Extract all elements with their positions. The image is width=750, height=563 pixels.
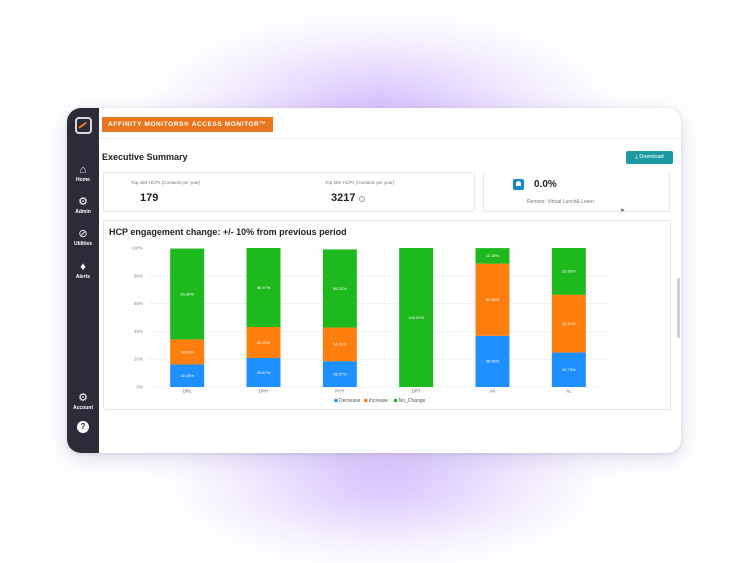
sidebar-item-alerts[interactable]: ♦ Alerts <box>67 261 99 280</box>
bar-segment <box>475 248 510 264</box>
help-button[interactable]: ? <box>77 421 89 433</box>
x-tick-label: AL <box>566 389 572 394</box>
info-icon[interactable] <box>359 196 365 202</box>
legend-label: No_Change <box>399 398 426 404</box>
bar-segment <box>322 327 357 362</box>
data-label: 20.87% <box>257 370 271 375</box>
legend-label: Decrease <box>339 398 361 404</box>
chart-title: HCP engagement change: +/- 10% from prev… <box>109 227 347 237</box>
data-label: 18.57% <box>333 371 347 376</box>
sidebar: ⌂ Home ⚙ Admin ⊘ Utilities ♦ Alerts ⚙ Ac… <box>67 108 99 453</box>
legend-marker <box>364 398 368 403</box>
bar-segment <box>170 364 205 387</box>
data-label: 51.88% <box>486 297 500 302</box>
bar-segment <box>246 248 281 328</box>
bar-segment <box>246 357 281 387</box>
bar-segment <box>475 335 510 387</box>
kpi-label: Top 25K HCPs (Contacts per year) <box>325 180 395 185</box>
brand-banner: AFFINITY MONITORS® ACCESS MONITOR™ <box>102 117 273 132</box>
app-logo[interactable] <box>75 117 92 134</box>
download-icon: ⤓ <box>635 154 638 160</box>
data-label: 65.36% <box>180 291 194 296</box>
x-tick-label: DPH <box>259 389 269 394</box>
bar-segment <box>551 352 586 387</box>
bar-segment <box>322 249 357 328</box>
app-window: ⌂ Home ⚙ Admin ⊘ Utilities ♦ Alerts ⚙ Ac… <box>67 108 681 453</box>
gear-icon: ⚙ <box>78 392 88 404</box>
engagement-chart: 0% 20% 40% 60% 80% 100% 16.18% 18.03% 65.36% DRL 2… <box>131 246 607 404</box>
y-tick-label: 80% <box>134 273 143 278</box>
bar-segment <box>475 263 510 336</box>
data-label: 36.86% <box>486 359 500 364</box>
data-label: 56.97% <box>257 285 271 290</box>
data-label: 24.21% <box>333 342 347 347</box>
person-icon: ☗ <box>513 179 524 190</box>
download-button[interactable]: ⤓ Download <box>626 151 673 164</box>
data-label: 33.60% <box>562 269 576 274</box>
sidebar-item-utilities[interactable]: ⊘ Utilities <box>67 228 99 247</box>
bar-segment <box>399 248 434 387</box>
data-label: 18.03% <box>180 349 194 354</box>
remote-card: ☗ 0.0% Remote: Virtual Lunch& Learn <box>483 172 670 212</box>
legend-label: Increase <box>369 398 388 404</box>
data-label: 41.61% <box>562 321 576 326</box>
data-label: 22.29% <box>257 340 271 345</box>
bar-segment <box>170 339 205 365</box>
kpi-value: 179 <box>140 192 159 204</box>
y-tick-label: 40% <box>134 329 143 334</box>
header-divider <box>99 138 681 139</box>
data-label: 16.18% <box>180 373 194 378</box>
data-label: 24.79% <box>562 367 576 372</box>
sidebar-item-label: Alerts <box>75 274 91 280</box>
remote-label: Remote: Virtual Lunch& Learn <box>527 199 594 205</box>
y-tick-label: 60% <box>134 301 143 306</box>
mouse-cursor-icon: ➤ <box>620 208 626 214</box>
legend-marker <box>334 398 338 403</box>
sidebar-item-label: Home <box>76 177 90 183</box>
data-label: 100.00% <box>408 315 424 320</box>
page-title: Executive Summary <box>102 152 188 162</box>
home-icon: ⌂ <box>79 164 87 176</box>
kpi-value: 3217 <box>331 192 356 204</box>
x-tick-label: DRT <box>412 389 421 394</box>
download-label: Download <box>639 154 664 160</box>
bell-icon: ♦ <box>80 261 86 273</box>
x-tick-label: AK <box>489 389 495 394</box>
link-icon: ⊘ <box>78 228 88 240</box>
data-label: 56.22% <box>333 286 347 291</box>
sidebar-item-account[interactable]: ⚙ Account <box>67 392 99 411</box>
sidebar-item-label: Account <box>73 405 93 411</box>
sidebar-item-home[interactable]: ⌂ Home <box>67 164 99 183</box>
x-tick-label: PHY <box>335 389 344 394</box>
data-label: 11.18% <box>486 253 500 258</box>
kpi-card: Top 25K HCPs (Contacts per year) 179 Top… <box>103 172 475 212</box>
bar-segment <box>322 361 357 387</box>
y-tick-label: 20% <box>134 357 143 362</box>
legend-marker <box>393 398 398 403</box>
bar-segment <box>246 327 281 358</box>
y-tick-label: 100% <box>131 246 143 251</box>
bar-segment <box>551 294 586 353</box>
scrollbar[interactable] <box>677 278 680 338</box>
gear-icon: ⚙ <box>78 196 88 208</box>
sidebar-item-label: Admin <box>75 209 91 215</box>
sidebar-item-admin[interactable]: ⚙ Admin <box>67 196 99 215</box>
bar-segment <box>551 248 586 295</box>
sidebar-item-label: Utilities <box>73 241 93 247</box>
kpi-label: Top 25K HCPs (Contacts per year) <box>131 180 201 185</box>
bar-segment <box>170 248 205 340</box>
x-tick-label: DRL <box>183 389 192 394</box>
y-tick-label: 0% <box>136 385 143 390</box>
remote-value: 0.0% <box>534 179 557 190</box>
